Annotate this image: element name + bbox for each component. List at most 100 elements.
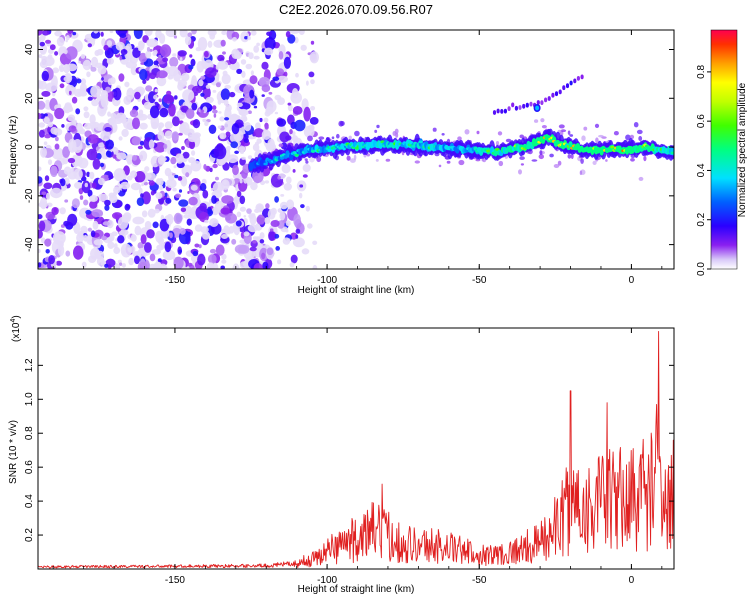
spectrogram-noise-cell [261,129,272,140]
spectrogram-noise-cell [305,205,310,212]
spectrogram-noise-cell [312,240,318,245]
spectrogram-noise-cell [104,204,110,211]
spectrogram-noise-cell [432,127,437,132]
spectrogram-noise-cell [184,35,192,46]
spectrogram-noise-cell [124,203,131,211]
spectrogram-noise-cell [264,124,269,130]
spectrogram-noise-cell [42,30,50,36]
spectrogram-noise-cell [295,234,299,239]
spectrogram-noise-cell [243,122,252,132]
spectrogram-noise-cell [224,117,230,121]
spectrogram-noise-cell [38,220,46,232]
spectrogram-noise-cell [238,146,246,152]
spectrogram-noise-cell [38,129,45,138]
spectrogram-noise-cell [38,112,42,120]
spectrogram-noise-cell [538,154,544,160]
spectrogram-noise-cell [156,70,168,79]
spectrogram-noise-cell [101,77,104,81]
spectrogram-noise-cell [232,164,239,176]
spectrogram-noise-cell [54,30,62,37]
spectrogram-noise-cell [191,150,196,156]
spectrogram-noise-cell [119,55,123,61]
spectrogram-noise-cell [278,51,284,60]
spectrogram-harmonic-cell [562,85,566,91]
spectrogram-noise-cell [221,253,227,260]
spectrogram-noise-cell [92,158,101,170]
spectrogram-noise-cell [139,150,148,162]
spectrogram-noise-cell [264,110,271,117]
spectrogram-noise-cell [217,54,225,62]
spectrogram-noise-cell [221,73,231,85]
spectrogram-noise-cell [194,243,200,248]
spectrogram-noise-cell [83,111,90,119]
spectrogram-noise-cell [168,103,176,117]
snr-scale-label: (x104) [10,315,22,342]
spectrogram-noise-cell [230,141,238,149]
spectrogram-noise-cell [179,30,188,38]
spectrogram-noise-cell [113,87,122,101]
spectrogram-ridge-layer [248,74,674,174]
spectrogram-noise-cell [232,37,237,42]
spectrogram-noise-cell [146,38,158,48]
spectrogram-noise-cell [252,143,260,152]
spectrogram-noise-cell [290,254,298,264]
spectrogram-noise-cell [90,85,102,98]
spectrogram-noise-cell [270,220,280,227]
spectrogram-noise-cell [300,44,307,51]
spectrogram-noise-cell [148,139,155,149]
spectrogram-noise-cell [495,141,500,146]
spectrogram-noise-cell [87,43,93,48]
spectrogram-noise-cell [149,105,160,119]
spectrogram-noise-cell [185,172,190,178]
spectrogram-noise-cell [62,106,69,113]
spectrogram-noise-cell [261,84,271,93]
spectrogram-noise-cell [141,183,145,187]
spectrogram-noise-cell [117,216,129,230]
spectrogram-noise-cell [318,136,325,140]
spectrogram-noise-cell [267,138,275,151]
spectrogram-noise-cell [174,174,179,179]
spectrogram-noise-cell [558,124,565,129]
spectrogram-noise-cell [119,33,127,38]
spectrogram-noise-cell [171,173,176,176]
spectrogram-noise-cell [264,180,270,184]
spectrogram-noise-cell [190,160,202,172]
spectrogram-noise-cell [223,99,229,106]
spectrogram-noise-cell [166,213,174,225]
spectrogram-noise-cell [292,169,296,173]
snr-scale-close: ) [11,315,22,318]
colorbar-tick-label: 0.2 [696,212,707,226]
spectrogram-noise-cell [638,136,643,141]
spectrogram-noise-cell [218,111,222,114]
spectrogram-noise-cell [169,56,179,68]
spectrogram-noise-cell [45,192,51,200]
spectrogram-noise-cell [636,129,643,135]
spectrogram-noise-cell [200,226,209,234]
spectrogram-noise-cell [93,239,103,246]
spectrogram-noise-cell [52,231,66,245]
spectrogram-noise-cell [291,88,299,99]
spectrogram-noise-cell [458,159,465,166]
spectrogram-noise-cell [541,125,547,129]
spectrogram-noise-cell [261,61,269,70]
spectrogram-noise-cell [262,261,269,269]
spectrogram-noise-cell [118,73,125,82]
spectrogram-noise-cell [246,208,252,215]
spectrogram-noise-cell [65,46,78,60]
spectrogram-noise-cell [58,65,64,70]
spectrogram-noise-cell [245,63,253,70]
spectrogram-noise-cell [183,214,190,219]
spectrogram-noise-cell [243,138,249,144]
spectrogram-noise-cell [38,176,43,184]
spectrogram-noise-cell [202,118,207,123]
spectrogram-noise-cell [250,30,257,36]
spectrogram-noise-cell [45,249,50,254]
spectrogram-noise-cell [266,247,274,256]
spectrogram-noise-cell [188,140,196,150]
colorbar-tick-label: 0.8 [696,64,707,78]
spectrogram-noise-cell [252,240,257,244]
spectrogram-noise-cell [55,136,59,142]
spectrogram-noise-cell [126,89,130,93]
spectrogram-noise-cell [310,106,316,111]
spectrogram-noise-cell [59,83,65,89]
